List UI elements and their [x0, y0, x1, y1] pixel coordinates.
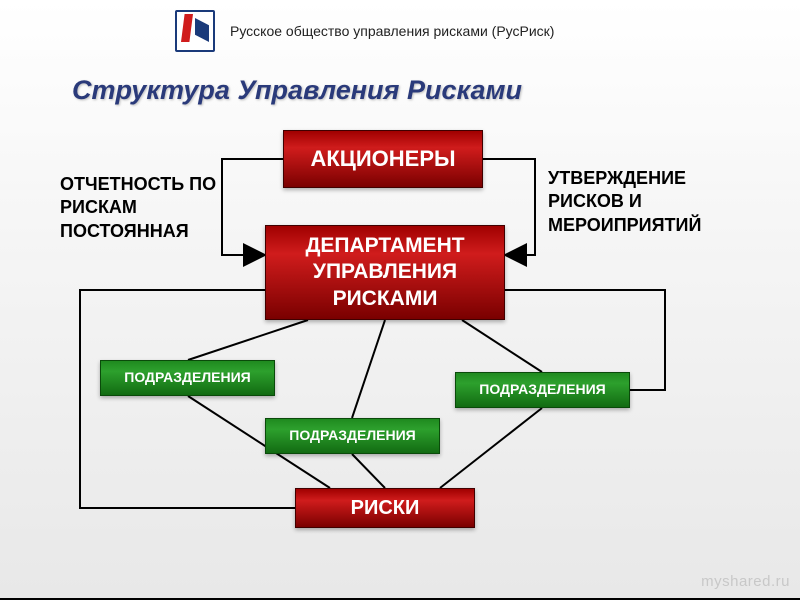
- node-div_right: ПОДРАЗДЕЛЕНИЯ: [455, 372, 630, 408]
- connector-dept-to-divright: [462, 320, 542, 372]
- watermark: myshared.ru: [701, 573, 790, 590]
- connector-divright-to-risks: [440, 408, 542, 488]
- connector-divcenter-to-risks: [352, 454, 385, 488]
- node-risks: РИСКИ: [295, 488, 475, 528]
- risk-structure-diagram: АКЦИОНЕРЫ ДЕПАРТАМЕНТ УПРАВЛЕНИЯ РИСКАМИ П…: [0, 120, 800, 600]
- header: Русское общество управления рисками (Рус…: [175, 10, 554, 52]
- label-approval: УТВЕРЖДЕНИЕ РИСКОВ И МЕРОИПРИЯТИЙ: [548, 167, 748, 237]
- org-name: Русское общество управления рисками (Рус…: [230, 23, 554, 39]
- connector-outer-left: [80, 290, 295, 508]
- connector-dept-to-divcenter: [352, 320, 385, 418]
- rusrisk-logo-icon: [175, 10, 215, 52]
- label-reporting: ОТЧЕТНОСТЬ ПО РИСКАМ ПОСТОЯННАЯ: [60, 173, 240, 243]
- node-department: ДЕПАРТАМЕНТ УПРАВЛЕНИЯ РИСКАМИ: [265, 225, 505, 320]
- node-div_center: ПОДРАЗДЕЛЕНИЯ: [265, 418, 440, 454]
- node-shareholders: АКЦИОНЕРЫ: [283, 130, 483, 188]
- node-div_left: ПОДРАЗДЕЛЕНИЯ: [100, 360, 275, 396]
- page-title: Структура Управления Рисками: [72, 75, 522, 106]
- connector-dept-to-divleft: [188, 320, 308, 360]
